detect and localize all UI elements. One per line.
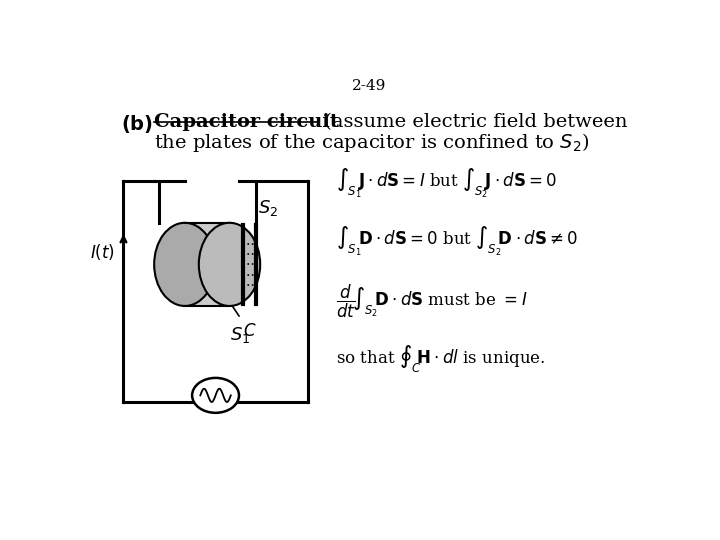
Text: $\dfrac{d}{dt}\!\int_{S_2}\!\mathbf{D}\cdot d\mathbf{S}$ must be $=I$: $\dfrac{d}{dt}\!\int_{S_2}\!\mathbf{D}\c…	[336, 283, 527, 320]
Text: $I(t)$: $I(t)$	[90, 242, 115, 262]
Text: $\int_{S_1}\!\mathbf{J}\cdot d\mathbf{S}=I$ but $\int_{S_2}\!\mathbf{J}\cdot d\m: $\int_{S_1}\!\mathbf{J}\cdot d\mathbf{S}…	[336, 167, 557, 200]
Text: $\mathbf{(b)}$: $\mathbf{(b)}$	[121, 113, 153, 134]
Polygon shape	[185, 223, 230, 306]
Text: 2-49: 2-49	[352, 79, 386, 93]
Text: $\int_{S_1}\!\mathbf{D}\cdot d\mathbf{S}=0$ but $\int_{S_2}\!\mathbf{D}\cdot d\m: $\int_{S_1}\!\mathbf{D}\cdot d\mathbf{S}…	[336, 225, 577, 258]
Ellipse shape	[154, 223, 215, 306]
Circle shape	[192, 378, 239, 413]
Text: (assume electric field between: (assume electric field between	[318, 113, 627, 131]
Text: Capacitor circuit: Capacitor circuit	[154, 113, 339, 131]
Text: $S_2$: $S_2$	[258, 198, 279, 218]
Ellipse shape	[199, 223, 260, 306]
Text: $S_1$: $S_1$	[230, 325, 250, 345]
Text: $C$: $C$	[243, 322, 257, 340]
Text: the plates of the capacitor is confined to $S_2$): the plates of the capacitor is confined …	[154, 131, 590, 154]
Text: so that $\oint_C\!\mathbf{H}\cdot d\mathbf{\mathit{l}}$ is unique.: so that $\oint_C\!\mathbf{H}\cdot d\math…	[336, 343, 545, 374]
